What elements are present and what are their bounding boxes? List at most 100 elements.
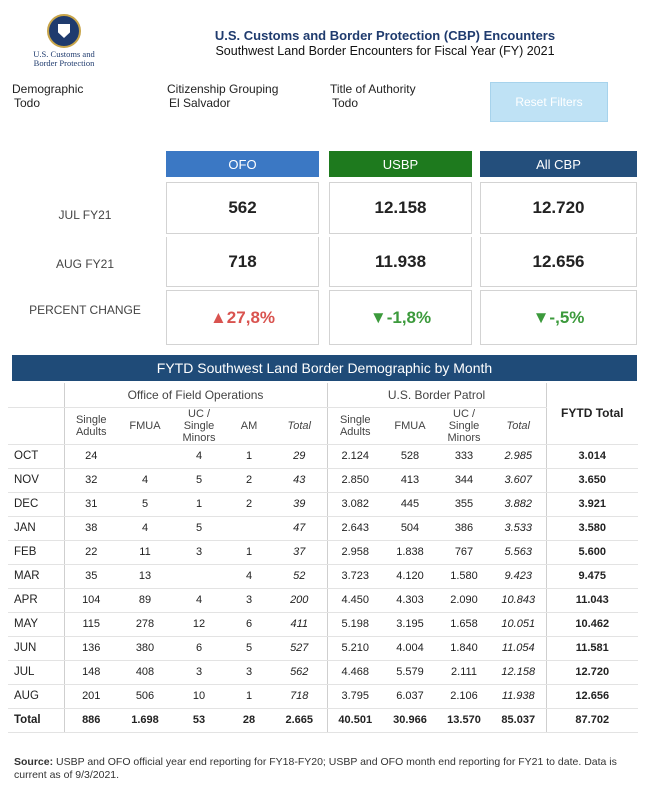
cell-usbp-single-adults: 2.643	[326, 516, 383, 541]
cell-ofo-uc: 10	[172, 684, 226, 709]
table-row: NOV 32 4 5 2 43 2.850 413 344 3.607 3.65…	[8, 468, 638, 493]
row-month: NOV	[8, 468, 64, 493]
cell-usbp-single-adults: 4.468	[326, 660, 383, 685]
cell-ofo-single-adults: 32	[63, 468, 118, 493]
cell-fytd-total: 3.580	[545, 516, 638, 541]
cell-usbp-uc: 344	[437, 468, 491, 493]
col-header-ofo-uc: UC / Single Minors	[172, 407, 226, 445]
col-header-fytd-total: FYTD Total	[545, 383, 638, 445]
cell-ofo-total: 200	[272, 588, 327, 613]
cell-ofo-uc: 3	[172, 660, 226, 685]
kpi-header-ofo: OFO	[166, 151, 319, 177]
cell-ofo-fmua: 13	[118, 564, 172, 589]
filter-demographic-value[interactable]: Todo	[14, 96, 41, 110]
row-month: MAY	[8, 612, 64, 637]
demographic-table: Office of Field Operations U.S. Border P…	[8, 383, 638, 733]
cell-ofo-fmua: 278	[118, 612, 172, 637]
cell-usbp-uc: 1.580	[437, 564, 491, 589]
cell-ofo-fmua: 4	[118, 468, 172, 493]
cell-ofo-uc	[172, 564, 226, 589]
filter-authority-value[interactable]: Todo	[332, 96, 359, 110]
cell-usbp-total: 2.985	[491, 444, 546, 469]
row-month: APR	[8, 588, 64, 613]
kpi-allcbp-jul: 12.720	[480, 182, 637, 234]
cell-ofo-am: 3	[226, 660, 272, 685]
cell-ofo-single-adults: 38	[63, 516, 118, 541]
cell-ofo-fmua: 89	[118, 588, 172, 613]
cell-fytd-total: 12.720	[545, 660, 638, 685]
cell-ofo-uc: 5	[172, 516, 226, 541]
filter-demographic[interactable]: Demographic Todo	[12, 82, 83, 110]
cell-usbp-uc: 2.106	[437, 684, 491, 709]
table-corner	[8, 383, 64, 408]
total-ofo-single-adults: 886	[63, 707, 118, 733]
table-row: MAR 35 13 4 52 3.723 4.120 1.580 9.423 9…	[8, 564, 638, 589]
cell-ofo-single-adults: 115	[63, 612, 118, 637]
kpi-allcbp-aug: 12.656	[480, 237, 637, 287]
table-row: APR 104 89 4 3 200 4.450 4.303 2.090 10.…	[8, 588, 638, 613]
cell-ofo-single-adults: 136	[63, 636, 118, 661]
cell-ofo-total: 562	[272, 660, 327, 685]
cell-usbp-total: 3.882	[491, 492, 546, 517]
cell-ofo-am: 3	[226, 588, 272, 613]
cell-usbp-total: 5.563	[491, 540, 546, 565]
total-ofo-fmua: 1.698	[118, 707, 172, 733]
row-month: OCT	[8, 444, 64, 469]
cell-usbp-single-adults: 2.124	[326, 444, 383, 469]
reset-filters-button[interactable]: Reset Filters	[490, 82, 608, 122]
kpi-usbp-jul: 12.158	[329, 182, 472, 234]
cell-ofo-single-adults: 22	[63, 540, 118, 565]
kpi-row-label-jul: JUL FY21	[58, 208, 112, 222]
cell-ofo-am: 1	[226, 540, 272, 565]
cell-ofo-total: 43	[272, 468, 327, 493]
cell-usbp-total: 11.054	[491, 636, 546, 661]
logo-line-2: Border Protection	[33, 58, 95, 68]
dhs-seal-icon	[47, 14, 81, 48]
kpi-usbp-aug: 11.938	[329, 237, 472, 287]
table-row: JAN 38 4 5 47 2.643 504 386 3.533 3.580	[8, 516, 638, 541]
cell-ofo-total: 37	[272, 540, 327, 565]
table-row: JUN 136 380 6 5 527 5.210 4.004 1.840 11…	[8, 636, 638, 661]
cell-usbp-uc: 2.090	[437, 588, 491, 613]
cell-usbp-total: 12.158	[491, 660, 546, 685]
section-title: FYTD Southwest Land Border Demographic b…	[12, 355, 637, 381]
table-row: JUL 148 408 3 3 562 4.468 5.579 2.111 12…	[8, 660, 638, 685]
filter-authority[interactable]: Title of Authority Todo	[330, 82, 416, 110]
cell-usbp-uc: 2.111	[437, 660, 491, 685]
cell-usbp-uc: 386	[437, 516, 491, 541]
cell-fytd-total: 11.043	[545, 588, 638, 613]
kpi-header-usbp: USBP	[329, 151, 472, 177]
cell-usbp-fmua: 445	[383, 492, 437, 517]
cell-usbp-single-adults: 3.082	[326, 492, 383, 517]
cell-usbp-total: 10.843	[491, 588, 546, 613]
filter-citizenship[interactable]: Citizenship Grouping El Salvador	[167, 82, 278, 110]
footnote-text: USBP and OFO official year end reporting…	[14, 756, 617, 781]
cell-usbp-uc: 333	[437, 444, 491, 469]
total-ofo-uc: 53	[172, 707, 226, 733]
cell-fytd-total: 12.656	[545, 684, 638, 709]
cell-ofo-total: 29	[272, 444, 327, 469]
cell-ofo-total: 47	[272, 516, 327, 541]
cell-usbp-fmua: 5.579	[383, 660, 437, 685]
cell-usbp-total: 3.533	[491, 516, 546, 541]
row-month: AUG	[8, 684, 64, 709]
kpi-ofo-aug: 718	[166, 237, 319, 287]
cell-ofo-am: 5	[226, 636, 272, 661]
cell-ofo-am: 4	[226, 564, 272, 589]
cell-usbp-total: 10.051	[491, 612, 546, 637]
total-usbp-total: 85.037	[491, 707, 546, 733]
cell-usbp-fmua: 413	[383, 468, 437, 493]
cell-ofo-uc: 12	[172, 612, 226, 637]
filter-citizenship-value[interactable]: El Salvador	[169, 96, 231, 110]
cell-usbp-fmua: 4.303	[383, 588, 437, 613]
cell-ofo-uc: 5	[172, 468, 226, 493]
cell-ofo-am: 6	[226, 612, 272, 637]
cell-ofo-single-adults: 148	[63, 660, 118, 685]
kpi-row-label-pct: PERCENT CHANGE	[29, 303, 141, 317]
filter-demographic-label: Demographic	[12, 82, 84, 96]
total-label: Total	[8, 707, 64, 733]
cell-fytd-total: 5.600	[545, 540, 638, 565]
footnote-label: Source:	[14, 756, 54, 768]
cell-usbp-fmua: 1.838	[383, 540, 437, 565]
total-usbp-fmua: 30.966	[383, 707, 437, 733]
